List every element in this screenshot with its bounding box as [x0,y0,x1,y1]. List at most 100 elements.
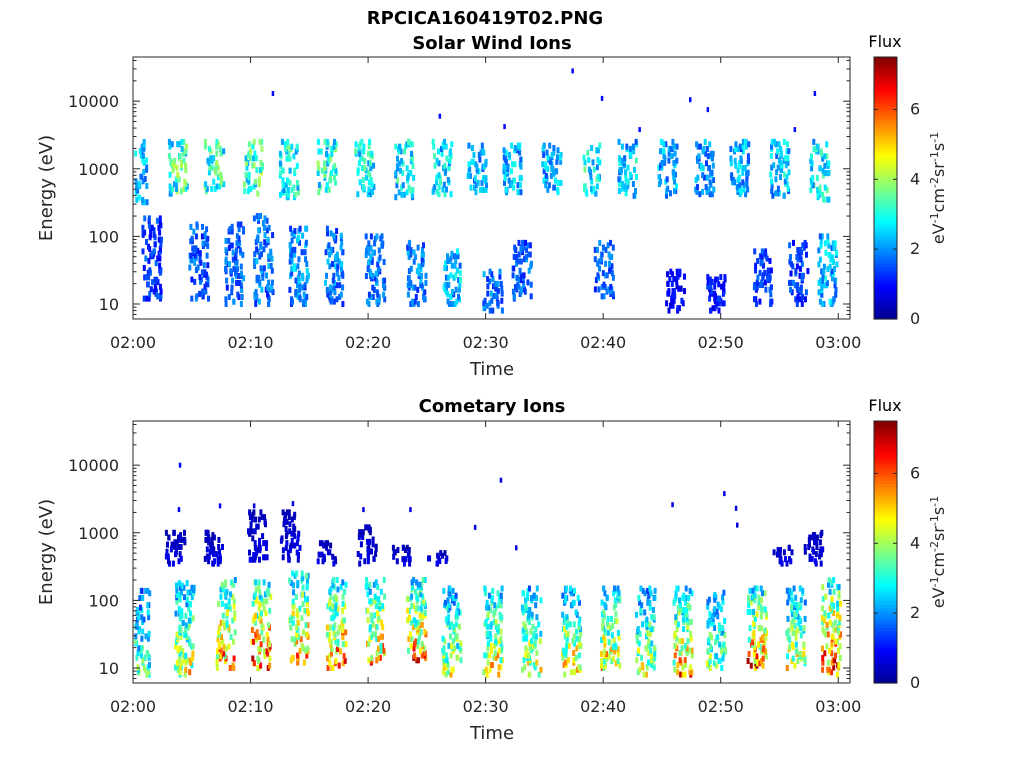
heatmap-cell [423,577,427,583]
heatmap-cell [176,666,180,673]
heatmap-cell [257,176,261,183]
heatmap-cell [367,301,371,307]
unit-part: eV [929,223,948,244]
heatmap-cell [786,615,790,622]
heatmap-cell [263,215,267,222]
heatmap-cell [484,186,488,193]
heatmap-cell [339,244,343,251]
heatmap-cell [234,258,238,265]
heatmap-cell [358,150,362,157]
heatmap-cell [485,604,489,611]
heatmap-cell [417,263,421,270]
heatmap-cell [803,548,807,555]
heatmap-cell [293,542,297,549]
heatmap-cell [569,602,573,609]
heatmap-cell [376,654,380,661]
heatmap-cell [252,638,256,645]
heatmap-cell [444,274,448,281]
heatmap-cell [751,639,755,646]
heatmap-cell [183,594,186,601]
heatmap-cell [755,611,759,618]
x-tick-label: 02:50 [698,697,744,716]
heatmap-cell [493,602,497,609]
heatmap-cell [284,544,288,551]
heatmap-cell [376,610,380,617]
colorbar-segment [874,181,897,186]
heatmap-cell [710,169,714,176]
heatmap-cell [719,606,723,613]
heatmap-cell [779,547,782,553]
heatmap-cell [182,157,186,164]
heatmap-cell [719,274,723,281]
colorbar-segment [874,548,897,553]
colorbar-segment [874,519,897,524]
heatmap-cell [493,619,496,625]
x-tick-label: 02:20 [345,333,391,352]
heatmap-cell [228,261,231,268]
heatmap-cell [493,280,497,287]
heatmap-cell [709,150,713,157]
heatmap-cell [204,529,208,536]
colorbar-segment [874,578,897,583]
heatmap-cell [222,181,226,188]
heatmap-cell [637,640,641,647]
heatmap-cell [145,199,149,206]
heatmap-cell [147,295,151,302]
heatmap-cell [190,257,194,264]
colorbar-segment [874,171,897,176]
heatmap-cell [176,544,180,550]
heatmap-cell [821,666,825,673]
heatmap-cell [492,654,496,661]
heatmap-cell [135,654,139,661]
heatmap-cell [513,244,517,251]
heatmap-cell [587,166,591,173]
heatmap-cell [760,248,764,255]
heatmap-cell [265,554,269,561]
heatmap-cell [244,160,248,166]
heatmap-cell [757,594,761,601]
heatmap-cell [190,235,194,242]
heatmap-cell [134,638,138,645]
heatmap-cell [262,605,266,612]
heatmap-cell [441,186,445,193]
colorbar-segment [874,522,897,527]
heatmap-cell [823,240,827,247]
heatmap-cell [334,603,338,610]
heatmap-cell [180,608,184,615]
heatmap-cell [704,150,708,157]
heatmap-cell [229,591,233,598]
heatmap-cell [592,185,596,192]
heatmap-cell [821,155,825,162]
colorbar-segment [874,437,897,442]
heatmap-cell [494,654,498,661]
heatmap-cell [414,588,417,595]
heatmap-cell [305,225,309,232]
heatmap-cell [800,301,804,307]
heatmap-cell [359,155,363,162]
heatmap-cell [416,605,420,612]
heatmap-cell [317,148,321,155]
heatmap-cell [837,584,841,591]
heatmap-cell [232,603,236,610]
heatmap-cell [825,153,829,160]
heatmap-cell [413,254,417,260]
heatmap-cell [715,608,719,615]
heatmap-cell [827,612,831,619]
heatmap-cell [225,277,229,284]
heatmap-cell [201,223,204,230]
heatmap-cell [366,607,370,614]
heatmap-cell [834,638,838,645]
heatmap-cell [176,141,180,148]
heatmap-cell [422,294,425,300]
heatmap-cell [180,138,184,145]
heatmap-cell [285,509,289,516]
heatmap-cell [150,250,154,257]
heatmap-cell [776,185,780,192]
heatmap-cell [260,251,263,258]
heatmap-cell [184,666,188,673]
heatmap-cell [300,615,304,622]
heatmap-cell [753,665,757,671]
heatmap-cell [682,607,686,613]
heatmap-cell [295,143,299,150]
heatmap-cell [797,620,801,627]
